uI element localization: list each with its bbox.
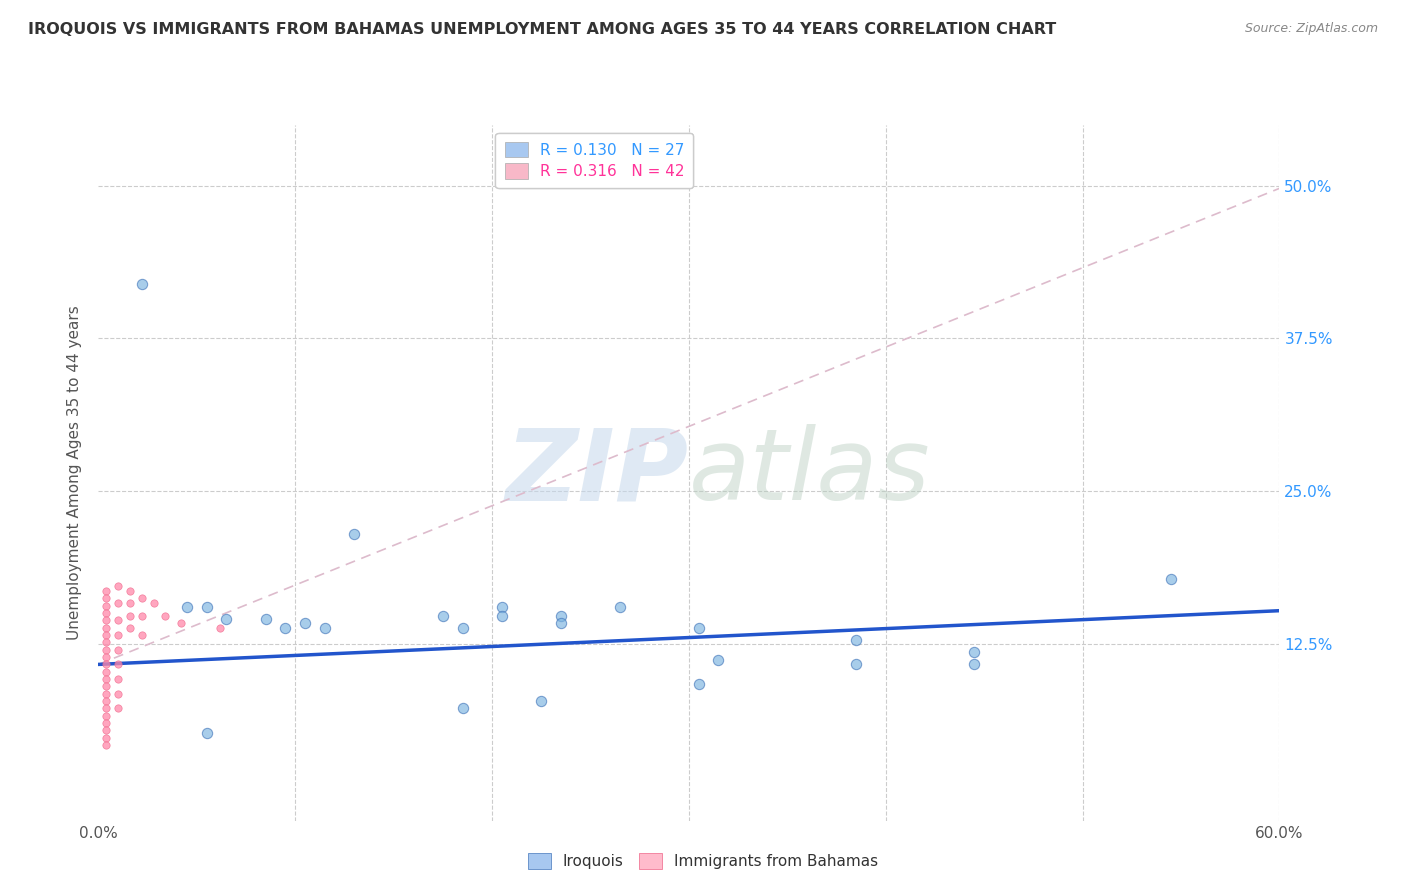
Point (96, 621, 118, 635)
Point (107, 596, 129, 610)
Point (550, 608, 572, 623)
Point (107, 672, 129, 686)
Point (107, 579, 129, 593)
Point (491, 608, 513, 623)
Point (707, 652, 730, 666)
Point (609, 600, 631, 615)
Point (96, 642, 118, 657)
Point (963, 657, 986, 672)
Text: IROQUOIS VS IMMIGRANTS FROM BAHAMAS UNEMPLOYMENT AMONG AGES 35 TO 44 YEARS CORRE: IROQUOIS VS IMMIGRANTS FROM BAHAMAS UNEM… (28, 22, 1056, 37)
Point (530, 694, 553, 708)
Point (142, 596, 165, 610)
Point (1160, 572, 1182, 586)
Point (96, 599, 118, 613)
Point (96, 628, 118, 642)
Point (343, 526, 366, 541)
Point (107, 642, 129, 657)
Point (451, 621, 474, 635)
Point (131, 628, 153, 642)
Point (491, 600, 513, 615)
Point (170, 615, 193, 630)
Point (118, 621, 141, 635)
Point (131, 608, 153, 623)
Text: Source: ZipAtlas.com: Source: ZipAtlas.com (1244, 22, 1378, 36)
Point (131, 591, 153, 606)
Text: atlas: atlas (689, 425, 931, 521)
Point (845, 632, 868, 647)
Point (314, 621, 336, 635)
Point (118, 596, 141, 610)
Point (131, 277, 153, 291)
Point (274, 621, 297, 635)
Point (96, 657, 118, 672)
Point (176, 600, 198, 615)
Point (96, 701, 118, 715)
Point (294, 615, 316, 630)
Point (96, 665, 118, 679)
Point (96, 614, 118, 628)
Point (96, 708, 118, 723)
Point (195, 725, 218, 739)
Point (96, 591, 118, 606)
Point (96, 687, 118, 701)
Point (96, 679, 118, 693)
Point (96, 672, 118, 686)
Point (118, 608, 141, 623)
Point (107, 687, 129, 701)
Point (845, 657, 868, 672)
Point (96, 723, 118, 738)
Point (155, 608, 177, 623)
Point (96, 584, 118, 599)
Point (118, 584, 141, 599)
Point (195, 600, 218, 615)
Point (254, 612, 277, 626)
Point (215, 612, 238, 626)
Point (963, 645, 986, 659)
Point (96, 650, 118, 665)
Point (550, 615, 572, 630)
Y-axis label: Unemployment Among Ages 35 to 44 years: Unemployment Among Ages 35 to 44 years (67, 305, 83, 640)
Point (107, 614, 129, 628)
Point (107, 701, 129, 715)
Point (96, 738, 118, 752)
Point (96, 606, 118, 620)
Point (451, 701, 474, 715)
Point (96, 716, 118, 731)
Legend: Iroquois, Immigrants from Bahamas: Iroquois, Immigrants from Bahamas (522, 847, 884, 875)
Point (96, 694, 118, 708)
Point (432, 608, 454, 623)
Point (688, 621, 710, 635)
Text: ZIP: ZIP (506, 425, 689, 521)
Point (96, 635, 118, 649)
Point (107, 628, 129, 642)
Point (688, 677, 710, 691)
Point (209, 621, 232, 635)
Legend: R = 0.130   N = 27, R = 0.316   N = 42: R = 0.130 N = 27, R = 0.316 N = 42 (495, 133, 693, 188)
Point (107, 657, 129, 672)
Point (96, 731, 118, 745)
